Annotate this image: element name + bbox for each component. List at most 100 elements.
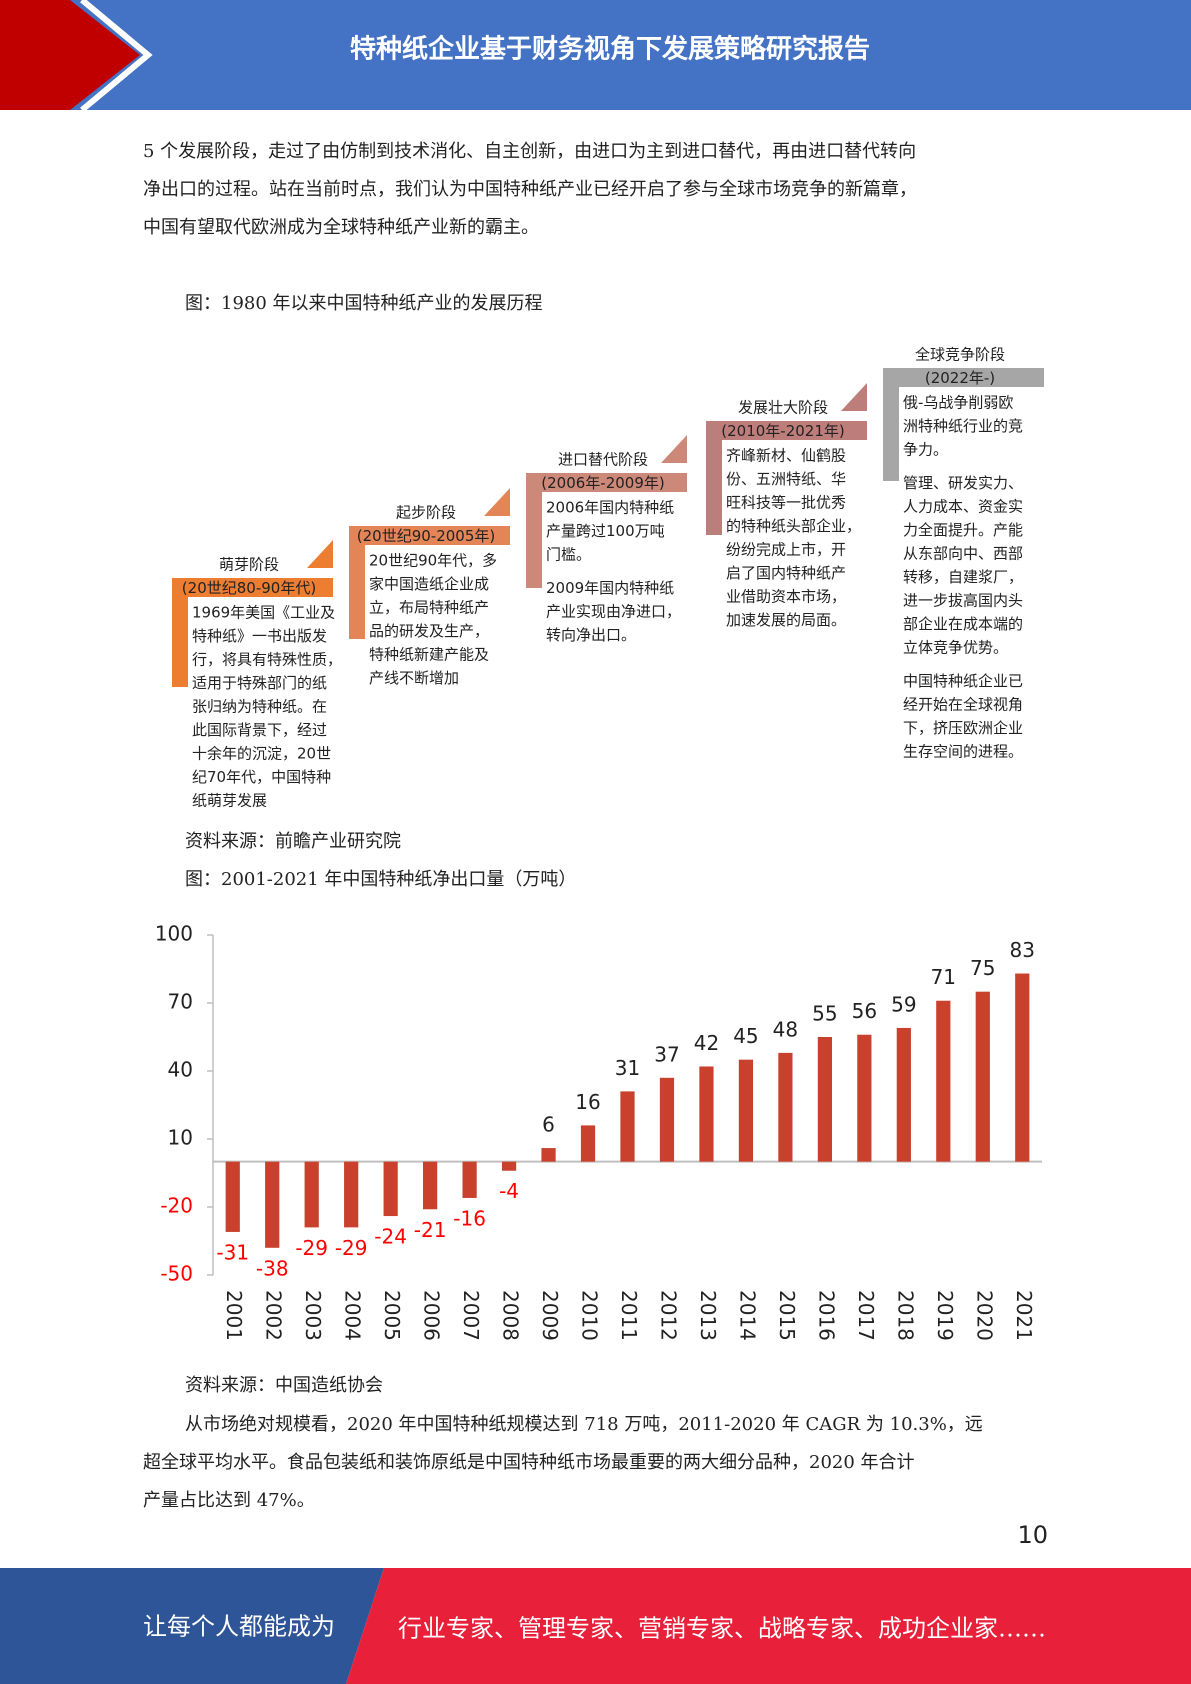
stage-band bbox=[706, 421, 867, 440]
y-tick-label: 70 bbox=[168, 990, 193, 1014]
stage-bar bbox=[172, 578, 188, 687]
y-tick-label: -50 bbox=[160, 1262, 193, 1286]
stage-text: 启了国内特种纸产 bbox=[726, 564, 846, 582]
x-tick-label: 2013 bbox=[696, 1290, 720, 1341]
stage-text: 生存空间的进程。 bbox=[903, 743, 1023, 761]
stage-text: 张归纳为特种纸。在 bbox=[192, 698, 327, 716]
stage-text: 产线不断增加 bbox=[369, 669, 459, 687]
value-label: 6 bbox=[542, 1113, 555, 1137]
stage-period: (2010年-2021年) bbox=[721, 422, 844, 440]
stage-step bbox=[841, 383, 867, 411]
stage-step bbox=[307, 540, 333, 568]
bar bbox=[620, 1091, 635, 1162]
stage-text: 纪70年代，中国特种 bbox=[192, 768, 331, 786]
x-tick-label: 2011 bbox=[617, 1290, 641, 1341]
stage-text: 产量跨过100万吨 bbox=[546, 522, 665, 540]
stage-text: 转移，自建浆厂， bbox=[903, 568, 1023, 586]
x-tick-label: 2008 bbox=[499, 1290, 523, 1341]
value-label: 71 bbox=[931, 965, 956, 989]
stage-band bbox=[349, 526, 510, 545]
bar bbox=[423, 1161, 438, 1210]
bar bbox=[1015, 973, 1030, 1162]
stage-text: 纷纷完成上市，开 bbox=[726, 541, 846, 559]
value-label: -21 bbox=[414, 1218, 447, 1242]
figure-caption: 图：1980 年以来中国特种纸产业的发展历程 bbox=[185, 293, 543, 314]
stage-period: (20世纪90-2005年) bbox=[357, 527, 495, 545]
paragraph-line: 净出口的过程。站在当前时点，我们认为中国特种纸产业已经开启了参与全球市场竞争的新… bbox=[143, 179, 917, 200]
bar bbox=[975, 991, 990, 1162]
stage-text: 十余年的沉淀，20世 bbox=[192, 745, 331, 763]
x-tick-label: 2016 bbox=[814, 1290, 838, 1341]
header-band bbox=[0, 0, 1191, 110]
stage-text: 此国际背景下，经过 bbox=[192, 721, 327, 739]
bar bbox=[778, 1052, 793, 1162]
stage-text: 洲特种纸行业的竞 bbox=[903, 417, 1023, 435]
bar bbox=[225, 1161, 240, 1232]
x-tick-label: 2014 bbox=[735, 1290, 759, 1341]
stage-text: 的特种纸头部企业， bbox=[726, 517, 861, 535]
stage-band bbox=[526, 473, 687, 492]
value-label: 48 bbox=[773, 1017, 798, 1041]
y-tick-label: -20 bbox=[160, 1194, 193, 1218]
stage-text: 特种纸》一书出版发 bbox=[192, 627, 327, 645]
value-label: 59 bbox=[891, 992, 916, 1016]
footer-text: 让每个人都能成为 bbox=[143, 1613, 335, 1641]
paragraph-line: 从市场绝对规模看，2020 年中国特种纸规模达到 718 万吨，2011-202… bbox=[185, 1414, 983, 1435]
bar bbox=[580, 1125, 596, 1162]
stage-title: 全球竞争阶段 bbox=[915, 346, 1005, 364]
stage-text: 加速发展的局面。 bbox=[726, 611, 846, 629]
bar bbox=[817, 1037, 832, 1162]
stage-title: 萌芽阶段 bbox=[219, 556, 279, 574]
stage-bar bbox=[349, 526, 365, 639]
x-tick-label: 2012 bbox=[656, 1290, 680, 1341]
bar bbox=[304, 1161, 319, 1228]
paragraph-line: 产量占比达到 47%。 bbox=[143, 1490, 315, 1511]
stage-band bbox=[172, 578, 333, 597]
footer-text: 行业专家、管理专家、营销专家、战略专家、成功企业家…… bbox=[398, 1615, 1046, 1643]
stage-text: 业借助资本市场， bbox=[726, 588, 846, 606]
x-tick-label: 2004 bbox=[341, 1290, 365, 1341]
stage-step bbox=[661, 435, 687, 463]
value-label: -4 bbox=[499, 1179, 519, 1203]
y-tick-label: 10 bbox=[168, 1126, 193, 1150]
stage-text: 部企业在成本端的 bbox=[903, 615, 1023, 633]
stage-bar bbox=[706, 421, 722, 535]
stage-text: 从东部向中、西部 bbox=[903, 545, 1023, 563]
header-chevron bbox=[80, 0, 153, 113]
value-label: -16 bbox=[453, 1206, 486, 1230]
stage-text: 行，将具有特殊性质， bbox=[192, 651, 342, 669]
stage-text: 下，挤压欧洲企业 bbox=[903, 719, 1023, 737]
value-label: -38 bbox=[256, 1256, 289, 1280]
x-tick-label: 2005 bbox=[380, 1290, 404, 1341]
x-tick-label: 2017 bbox=[854, 1290, 878, 1341]
x-tick-label: 2007 bbox=[459, 1290, 483, 1341]
value-label: 75 bbox=[970, 956, 995, 980]
footer-left bbox=[0, 1568, 384, 1684]
x-tick-label: 2002 bbox=[262, 1290, 286, 1341]
value-label: -29 bbox=[295, 1236, 328, 1260]
paragraph-line: 中国有望取代欧洲成为全球特种纸产业新的霸主。 bbox=[143, 217, 539, 238]
bar bbox=[265, 1161, 280, 1248]
value-label: 16 bbox=[575, 1090, 600, 1114]
stage-text: 管理、研发实力、 bbox=[903, 474, 1023, 492]
value-label: 83 bbox=[1010, 938, 1035, 962]
bar bbox=[462, 1161, 477, 1198]
stage-text: 家中国造纸企业成 bbox=[369, 575, 489, 593]
stage-period: (2022年-) bbox=[925, 369, 995, 387]
y-tick-label: 40 bbox=[168, 1058, 193, 1082]
stage-period: (20世纪80-90年代) bbox=[182, 579, 316, 597]
stage-title: 进口替代阶段 bbox=[558, 451, 648, 469]
x-tick-label: 2010 bbox=[578, 1290, 602, 1341]
stage-text: 中国特种纸企业已 bbox=[903, 672, 1023, 690]
bar bbox=[936, 1000, 951, 1162]
bar bbox=[383, 1161, 398, 1217]
stage-text: 1969年美国《工业及 bbox=[192, 604, 335, 622]
stage-text: 转向净出口。 bbox=[546, 626, 636, 644]
figure-source: 资料来源：前瞻产业研究院 bbox=[185, 831, 401, 852]
figure-source: 资料来源：中国造纸协会 bbox=[185, 1375, 383, 1396]
bar bbox=[699, 1066, 714, 1162]
stage-text: 旺科技等一批优秀 bbox=[726, 494, 846, 512]
bar bbox=[896, 1027, 911, 1162]
